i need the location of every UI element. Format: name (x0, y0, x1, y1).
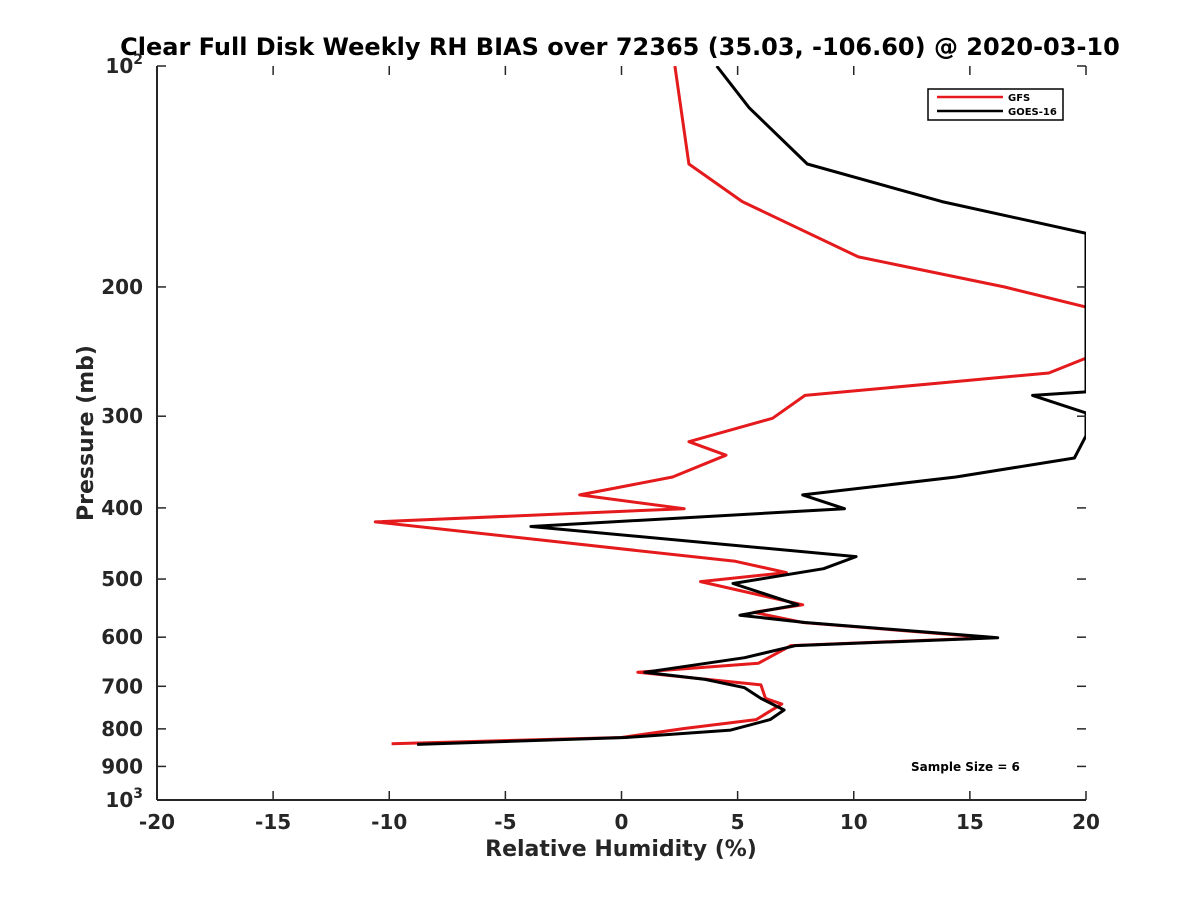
x-axis-label: Relative Humidity (%) (485, 837, 757, 862)
x-tick-label: 0 (615, 810, 629, 834)
sample-size-annotation: Sample Size = 6 (911, 760, 1020, 774)
y-tick-label: 103 (105, 786, 143, 812)
y-tick-label: 102 (105, 52, 143, 78)
series-line-goes16 (417, 66, 1086, 746)
legend-box (927, 88, 1064, 121)
x-tick-label: -5 (494, 810, 516, 834)
y-tick-label: 800 (101, 717, 143, 741)
x-tick-label: 20 (1072, 810, 1100, 834)
plot-area (156, 66, 1086, 801)
plot-background (157, 66, 1086, 800)
x-tick-label: -20 (139, 810, 175, 834)
legend-label-goes16: GOES-16 (1008, 107, 1057, 118)
y-tick-label: 200 (101, 275, 143, 299)
y-axis-label: Pressure (mb) (74, 345, 99, 521)
y-tick-label: 600 (101, 625, 143, 649)
y-tick-label: 300 (101, 404, 143, 428)
series-layer (373, 66, 1086, 746)
x-tick-label: 10 (840, 810, 868, 834)
x-ticks: -20 -15 -10 -5 0 5 10 15 20 (139, 66, 1100, 834)
y-tick-label: 500 (101, 567, 143, 591)
y-tick-label: 400 (101, 496, 143, 520)
y-tick-label: 700 (101, 674, 143, 698)
y-ticks: 102 200 300 400 500 600 700 800 900 103 (101, 52, 1086, 812)
series-line-gfs (373, 66, 1086, 746)
legend-label-gfs: GFS (1008, 93, 1030, 104)
legend: GFS GOES-16 (927, 88, 1064, 121)
y-tick-label: 900 (101, 754, 143, 778)
x-tick-label: 5 (731, 810, 745, 834)
x-tick-label: -10 (371, 810, 407, 834)
chart-title: Clear Full Disk Weekly RH BIAS over 7236… (120, 33, 1120, 61)
x-tick-label: -15 (255, 810, 291, 834)
x-tick-label: 15 (956, 810, 984, 834)
